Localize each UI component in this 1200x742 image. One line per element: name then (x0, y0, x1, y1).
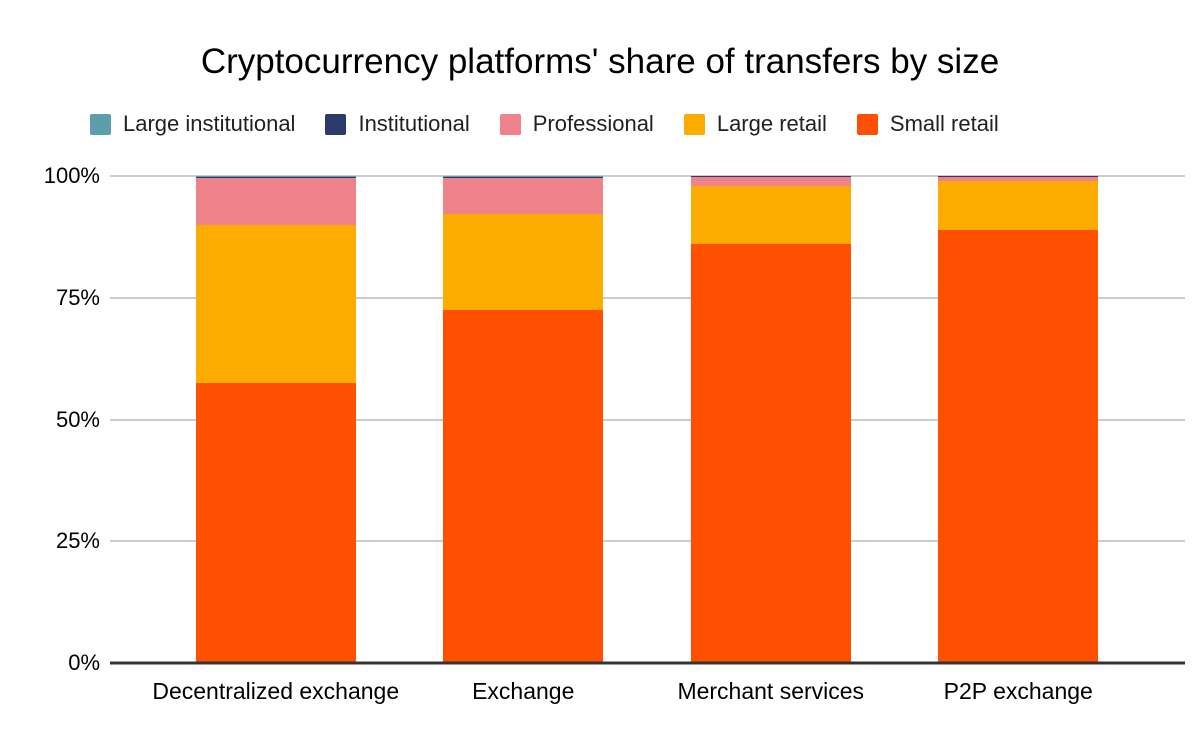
bar-segment-large-retail (443, 213, 604, 310)
legend-swatch-professional (499, 113, 521, 135)
gridline (110, 418, 1185, 421)
bar-segment-professional (195, 178, 356, 225)
gridline (110, 540, 1185, 543)
chart-title: Cryptocurrency platforms' share of trans… (200, 42, 1000, 81)
bar-segment-professional (938, 177, 1099, 181)
bar-column-merchant-services: Merchant services (647, 176, 895, 704)
bar-segment-professional (443, 178, 604, 214)
y-axis-label: 50% (55, 406, 100, 432)
x-axis-line (110, 661, 1185, 665)
bar-stack-decentralized-exchange (195, 176, 356, 663)
legend-label: Professional (532, 111, 654, 136)
bar-segment-small-retail (938, 229, 1099, 663)
bar-segment-large-retail (690, 185, 851, 245)
bar-column-exchange: Exchange (400, 176, 648, 704)
legend-swatch-large-institutional (90, 113, 111, 135)
bar-stack-p2p-exchange (938, 176, 1099, 663)
bar-column-decentralized-exchange: Decentralized exchange (152, 176, 400, 704)
bar-segment-small-retail (443, 309, 604, 663)
gridline (110, 175, 1185, 177)
bar-stack-merchant-services (690, 176, 851, 663)
legend-label: Large retail (716, 111, 827, 136)
bar-segment-small-retail (690, 244, 851, 663)
x-axis-label: Exchange (472, 678, 575, 704)
x-axis-label: P2P exchange (943, 678, 1093, 704)
x-axis-label: Merchant services (677, 678, 865, 704)
legend-swatch-small-retail (856, 113, 878, 135)
bar-segment-institutional (443, 176, 604, 179)
legend: Large institutional Institutional Professi… (90, 111, 999, 137)
bar-segment-large-retail (938, 180, 1099, 230)
y-axis-label: 25% (55, 528, 100, 554)
x-axis-label: Decentralized exchange (152, 678, 400, 704)
legend-label: Institutional (358, 111, 470, 136)
y-axis-label: 100% (43, 163, 100, 188)
bar-stack-exchange (443, 176, 604, 663)
bar-segment-professional (690, 176, 851, 186)
legend-item-large-retail: Large retail (683, 111, 827, 137)
bar-segment-institutional (690, 176, 851, 177)
bar-segment-institutional (938, 176, 1099, 177)
legend-item-institutional: Institutional (325, 111, 470, 137)
legend-item-small-retail: Small retail (856, 111, 999, 137)
y-axis: 0% 25% 50% 75% 100% (0, 165, 100, 674)
gridline (110, 296, 1185, 299)
bar-column-p2p-exchange: P2P exchange (895, 176, 1143, 704)
plot-area: Decentralized exchange Exchange Merchant s… (110, 175, 1185, 704)
bar-segment-small-retail (195, 382, 356, 663)
legend-item-professional: Professional (499, 111, 654, 137)
legend-label: Large institutional (123, 111, 296, 136)
bars-row: Decentralized exchange Exchange Merchant s… (152, 176, 1143, 704)
legend-label: Small retail (889, 111, 999, 136)
y-axis-label: 0% (68, 650, 100, 675)
legend-swatch-institutional (325, 113, 347, 135)
legend-swatch-large-retail (683, 113, 705, 135)
y-axis-label: 75% (55, 284, 100, 310)
bar-segment-institutional (195, 176, 356, 179)
legend-item-large-institutional: Large institutional (90, 111, 295, 137)
bar-segment-large-retail (195, 224, 356, 383)
